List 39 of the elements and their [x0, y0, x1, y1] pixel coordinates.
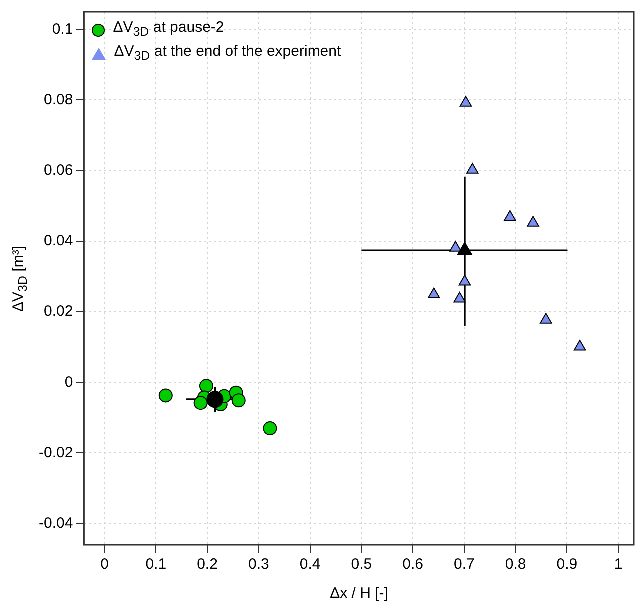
point [199, 379, 214, 394]
point [504, 210, 516, 222]
y-tick-label: 0.1 [52, 20, 74, 38]
point [458, 275, 472, 286]
point [527, 216, 540, 227]
y-tick-label: 0.02 [44, 303, 74, 320]
y-tick-label: -0.02 [38, 444, 74, 462]
point [206, 391, 224, 408]
point [458, 242, 472, 256]
x-tick-label: 0.9 [556, 556, 578, 574]
point [466, 163, 479, 174]
point [232, 394, 246, 408]
x-tick-label: 0.7 [454, 556, 475, 574]
point [540, 313, 552, 324]
y-tick-label: -0.04 [38, 514, 74, 532]
point [263, 422, 278, 436]
x-tick-label: 0 [100, 556, 109, 574]
point [194, 396, 208, 410]
y-tick-label: 0 [64, 374, 74, 391]
point [460, 96, 472, 107]
x-tick-label: 0.4 [300, 556, 321, 574]
x-tick-label: 0.2 [197, 556, 218, 574]
point [450, 241, 462, 252]
x-tick-label: 0.3 [248, 556, 270, 574]
y-tick-label: 0.06 [44, 162, 74, 179]
y-tick-label: 0.04 [44, 232, 74, 250]
x-tick-label: 0.1 [146, 556, 167, 574]
x-tick-label: 1 [614, 556, 623, 574]
point [454, 292, 466, 303]
legend-label: ΔV$_{3D}$ at pause-2 [113, 18, 224, 41]
x-axis-title: Δx / H [-] [330, 585, 388, 602]
point [158, 388, 173, 403]
y-tick-label: 0.08 [44, 91, 74, 108]
x-tick-label: 0.5 [351, 556, 372, 574]
point [574, 340, 586, 351]
x-tick-label: 0.8 [505, 556, 526, 574]
x-tick-label: 0.6 [402, 556, 424, 574]
point [428, 288, 440, 298]
legend-label: ΔV$_{3D}$ at the end of the experiment [114, 42, 342, 65]
